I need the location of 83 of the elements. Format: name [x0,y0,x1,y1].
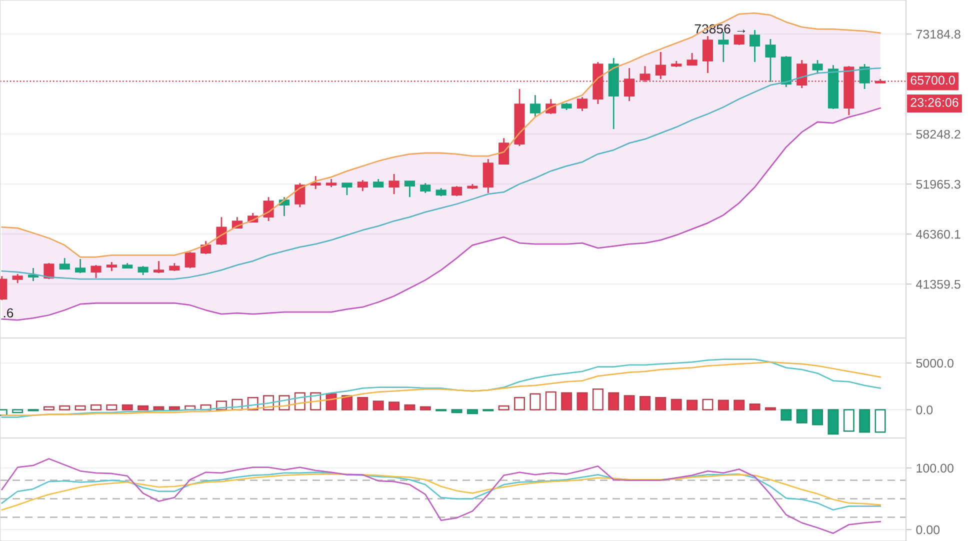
bar [372,400,384,410]
candlestick [263,196,274,222]
y-tick-label: 46360.1 [916,230,960,239]
bar [624,395,635,410]
candlestick [75,258,86,274]
candlestick [216,216,227,246]
bar [796,409,808,424]
bar [655,396,666,410]
bar [514,396,525,410]
y-tick-label: 100.00 [916,464,954,473]
bar [388,402,400,410]
line-series [1,12,881,258]
bar [812,409,824,426]
candlestick [859,63,870,90]
bar [106,404,118,410]
bar [670,398,682,410]
bar [843,409,854,432]
candlestick [702,35,714,74]
bar [702,398,714,410]
y-tick-label: 58248.2 [916,130,960,139]
y-tick-label: 73184.8 [916,30,960,39]
bar [122,404,133,410]
bar [545,391,556,410]
bar [404,404,416,410]
bar [420,406,431,410]
bar [59,405,70,410]
bar [326,393,337,410]
candlestick [530,94,540,118]
bar [498,405,510,410]
ref-line-label: 65700.0 23:26:06 [910,76,958,107]
y-tick-label: 5000.0 [916,358,954,368]
candlestick [404,180,415,198]
candlestick [184,251,196,269]
y-tick-label: 0.00 [916,525,940,534]
bar [357,396,368,410]
bar [90,404,102,410]
line-series [1,107,881,321]
candlestick [310,175,321,190]
candlestick [765,38,776,83]
bar [608,392,620,410]
annotation: .6 [4,308,14,318]
y-tick-label: 41359.5 [916,280,960,289]
y-tick-label: 0.0 [916,406,933,414]
bar [749,403,760,410]
bar [466,409,478,414]
candlestick [357,179,368,192]
candlestick [420,182,431,194]
bar [451,409,462,414]
candlestick [451,185,462,197]
candlestick [388,173,400,195]
bar [74,405,86,410]
candlestick [12,273,23,284]
bar [718,400,729,410]
bar [12,409,24,414]
line-series [1,458,881,534]
candlestick [812,59,823,75]
bar [592,388,604,410]
bar [874,409,886,433]
bar [576,392,588,410]
candlestick [734,34,744,46]
bar [780,409,792,421]
candlestick [686,52,698,66]
bar [859,409,870,433]
candlestick [294,182,306,208]
candlestick [90,264,102,279]
bar [138,405,149,410]
bar [561,392,572,410]
y-tick-label: 51965.3 [916,180,960,189]
candlestick [28,267,39,282]
bar [530,393,541,410]
bar [341,395,352,410]
candlestick [576,96,588,112]
candlestick [750,29,760,63]
candlestick [200,240,212,255]
bar [43,406,54,410]
bar [828,409,839,435]
candlestick [342,182,352,196]
bar [686,400,698,410]
bar [640,396,650,410]
candlestick [59,257,70,270]
candlestick [153,260,164,274]
candlestick [44,262,54,280]
bar [734,400,745,410]
